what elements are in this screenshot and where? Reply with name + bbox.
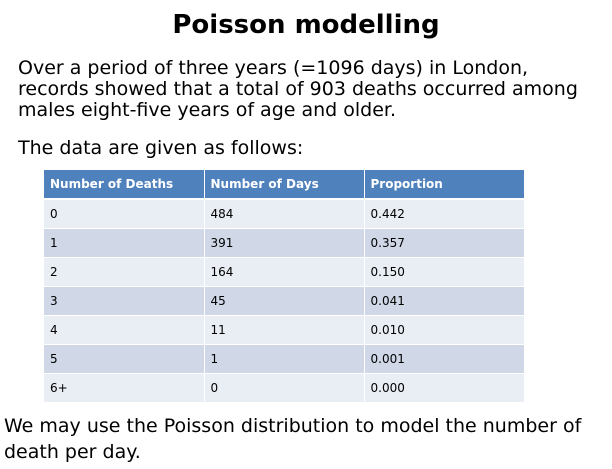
cell-proportion: 0.442 [364, 199, 524, 229]
intro-line-1: Over a period of three years (=1096 days… [18, 57, 529, 79]
cell-deaths: 4 [44, 315, 205, 345]
table-row: 5 1 0.001 [44, 344, 524, 374]
cell-proportion: 0.001 [364, 344, 524, 374]
cell-proportion: 0.010 [364, 315, 524, 345]
table-row: 0 484 0.442 [44, 199, 524, 229]
cell-deaths: 0 [44, 199, 205, 229]
data-table: Number of Deaths Number of Days Proporti… [44, 170, 524, 403]
cell-days: 391 [204, 228, 365, 258]
cell-deaths: 6+ [44, 373, 205, 403]
intro-paragraph: Over a period of three years (=1096 days… [18, 58, 612, 121]
header-number-of-days: Number of Days [204, 170, 365, 200]
cell-proportion: 0.041 [364, 286, 524, 316]
table-row: 1 391 0.357 [44, 228, 524, 258]
intro-line-3: males eight-five years of age and older. [18, 99, 397, 121]
table-row: 3 45 0.041 [44, 286, 524, 316]
header-number-of-deaths: Number of Deaths [44, 170, 205, 200]
intro-line-2: records showed that a total of 903 death… [18, 78, 578, 100]
cell-days: 0 [204, 373, 365, 403]
slide-title: Poisson modelling [172, 10, 440, 40]
lead-text: The data are given as follows: [18, 137, 304, 159]
cell-deaths: 1 [44, 228, 205, 258]
cell-days: 45 [204, 286, 365, 316]
cell-deaths: 3 [44, 286, 205, 316]
cell-days: 11 [204, 315, 365, 345]
cell-proportion: 0.150 [364, 257, 524, 287]
outro-paragraph: We may use the Poisson distribution to m… [4, 415, 582, 463]
table-row: 2 164 0.150 [44, 257, 524, 287]
table-row: 4 11 0.010 [44, 315, 524, 345]
cell-days: 484 [204, 199, 365, 229]
cell-days: 1 [204, 344, 365, 374]
cell-days: 164 [204, 257, 365, 287]
header-proportion: Proportion [364, 170, 524, 200]
table-row: 6+ 0 0.000 [44, 373, 524, 403]
table-header-row: Number of Deaths Number of Days Proporti… [44, 170, 524, 200]
cell-proportion: 0.357 [364, 228, 524, 258]
cell-deaths: 5 [44, 344, 205, 374]
cell-proportion: 0.000 [364, 373, 524, 403]
cell-deaths: 2 [44, 257, 205, 287]
